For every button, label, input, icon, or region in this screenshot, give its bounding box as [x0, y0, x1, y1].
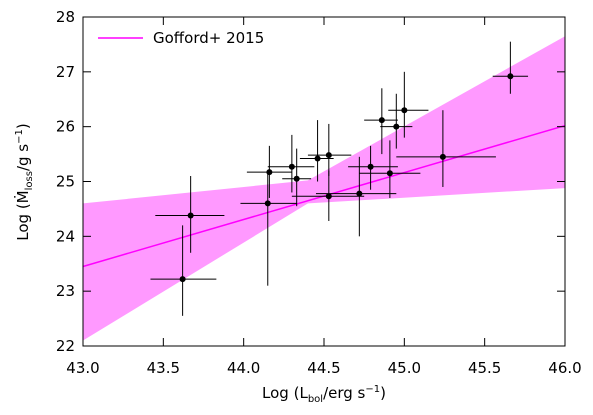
data-point [401, 107, 408, 114]
data-point [264, 200, 271, 207]
y-axis-label: Log (Ṁloss/g s−1) [13, 123, 35, 240]
data-point [439, 153, 446, 160]
data-point [386, 170, 393, 177]
data-point [507, 73, 514, 80]
y-tick-label: 22 [56, 337, 75, 355]
data-point [393, 123, 400, 130]
data-point [314, 155, 321, 162]
label-part: Log (Ṁ [13, 190, 32, 240]
label-part: ) [380, 384, 386, 402]
x-tick-label: 45.5 [468, 359, 501, 377]
y-tick-label: 28 [56, 8, 75, 26]
data-point [367, 163, 374, 170]
label-part: bol [308, 394, 323, 405]
confidence-band [83, 36, 565, 341]
data-point [378, 117, 385, 124]
y-tick-label: 23 [56, 282, 75, 300]
data-point [288, 163, 295, 170]
data-point [325, 193, 332, 200]
y-tick-label: 26 [56, 118, 75, 136]
data-point [325, 152, 332, 159]
data-point [293, 175, 300, 182]
y-tick-label: 24 [56, 227, 75, 245]
x-axis-label: Log (Lbol/erg s−1) [262, 384, 386, 405]
label-part: loss [24, 171, 35, 190]
y-tick-label: 25 [56, 173, 75, 191]
legend-label: Gofford+ 2015 [153, 29, 264, 47]
x-tick-label: 44.0 [227, 359, 260, 377]
x-tick-label: 43.5 [147, 359, 180, 377]
label-part: −1 [14, 129, 25, 144]
label-part: −1 [365, 384, 380, 395]
data-point [179, 276, 186, 283]
label-part: /erg s [323, 384, 365, 402]
y-tick-label: 27 [56, 63, 75, 81]
data-point [266, 169, 273, 176]
data-point [187, 212, 194, 219]
x-tick-label: 44.5 [307, 359, 340, 377]
x-tick-label: 46.0 [548, 359, 581, 377]
data-point [356, 190, 363, 197]
x-tick-label: 45.0 [388, 359, 421, 377]
label-part: ) [14, 123, 32, 129]
x-tick-label: 43.0 [66, 359, 99, 377]
label-part: Log (L [262, 384, 308, 402]
label-part: /g s [14, 144, 32, 171]
